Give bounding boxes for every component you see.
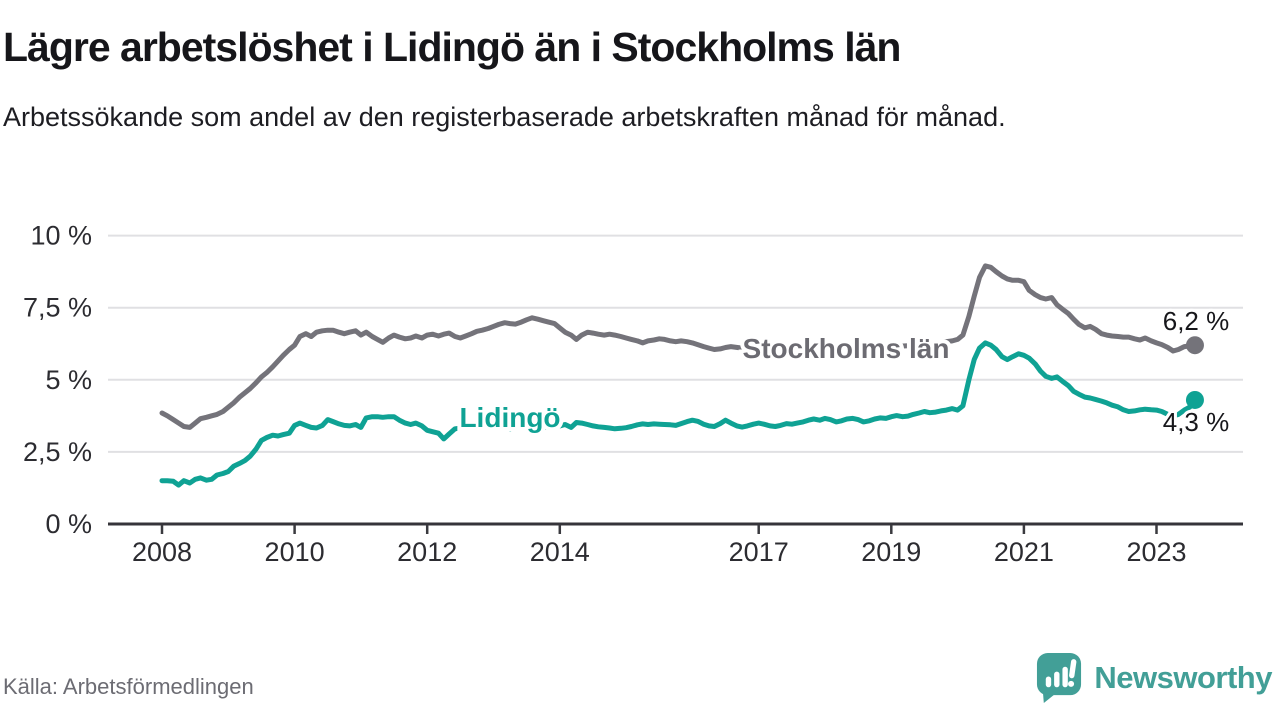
newsworthy-logo-icon (1037, 653, 1082, 703)
y-tick-label: 7,5 % (23, 293, 92, 323)
page-title: Lägre arbetslöshet i Lidingö än i Stockh… (3, 24, 901, 70)
series-line-lidingo (159, 340, 1198, 488)
x-tick-label: 2017 (729, 537, 789, 567)
newsworthy-logo: Newsworthy (1035, 652, 1272, 704)
y-tick-label: 2,5 % (23, 437, 92, 467)
end-value-label-lidingo: 4,3 % (1163, 407, 1230, 437)
end-dot-stockholm (1185, 336, 1204, 355)
line-chart: 0 % 2,5 % 5 % 7,5 % 10 % 2008 2010 2012 2014 2017… (23, 221, 1243, 567)
x-tick-label: 2023 (1126, 537, 1186, 567)
y-tick-label: 5 % (45, 365, 92, 395)
y-tick-label: 0 % (45, 509, 92, 539)
series-label-lidingo: Lidingö (459, 402, 560, 433)
series-line-stockholm (159, 263, 1198, 430)
x-tick-label: 2019 (861, 537, 921, 567)
x-tick-label: 2010 (265, 537, 325, 567)
source-note: Källa: Arbetsförmedlingen (3, 674, 254, 699)
x-tick-label: 2014 (530, 537, 590, 567)
x-tick-label: 2008 (132, 537, 192, 567)
x-tick-label: 2012 (397, 537, 457, 567)
end-value-label-stockholm: 6,2 % (1163, 306, 1230, 336)
end-dot-lidingo (1185, 390, 1204, 409)
chart-header: Lägre arbetslöshet i Lidingö än i Stockh… (3, 22, 1260, 138)
chart-subtitle: Arbetssökande som andel av den registerb… (3, 102, 1006, 133)
newsworthy-logo-text: Newsworthy (1094, 660, 1272, 695)
series-label-stockholm: Stockholms län (743, 333, 950, 364)
x-tick-label: 2021 (994, 537, 1054, 567)
y-tick-label: 10 % (30, 221, 92, 251)
